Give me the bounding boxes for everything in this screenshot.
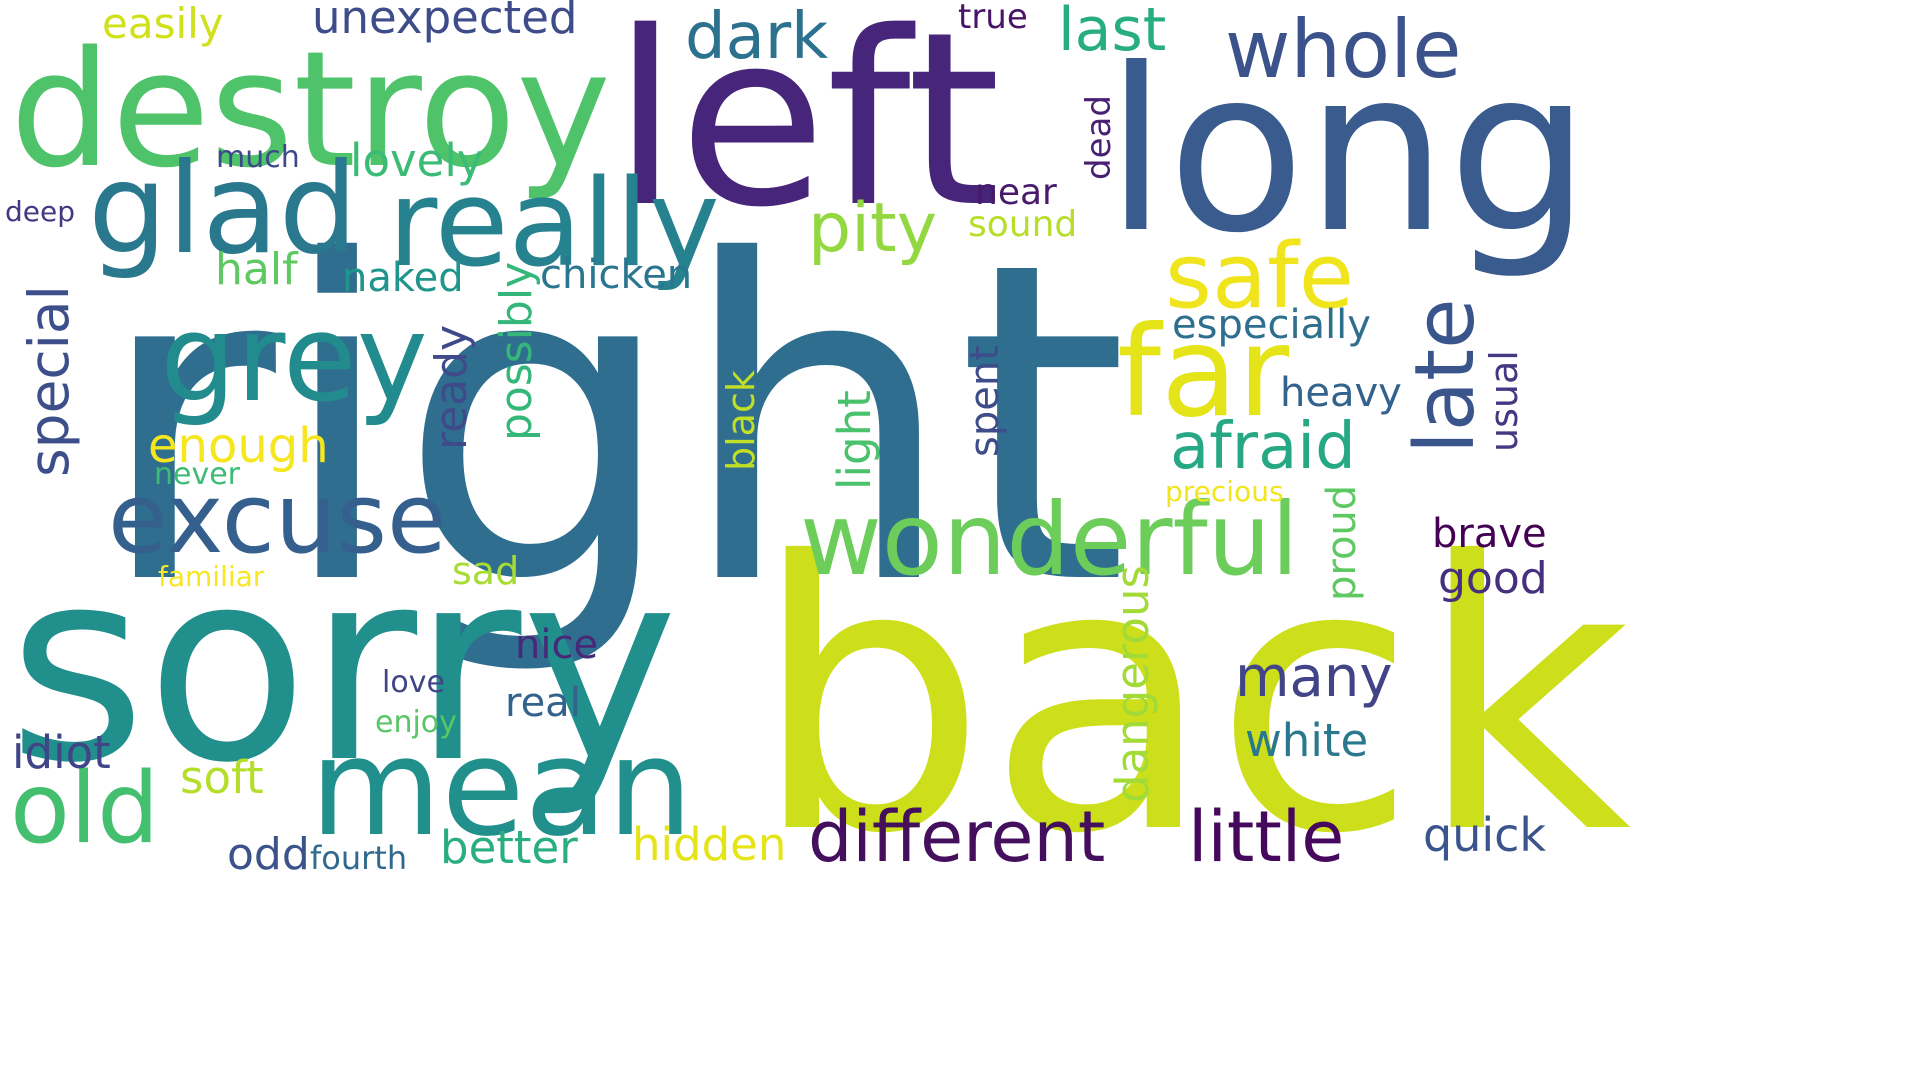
word-back: back xyxy=(752,485,1632,915)
word-late: late xyxy=(1398,298,1493,454)
word-hidden: hidden xyxy=(632,818,787,871)
word-easily: easily xyxy=(102,0,224,48)
word-old: old xyxy=(10,752,160,866)
word-little: little xyxy=(1188,796,1345,878)
word-far: far xyxy=(1117,300,1289,445)
word-real: real xyxy=(505,680,581,726)
word-near: near xyxy=(975,172,1057,213)
word-destroy: destroy xyxy=(10,16,611,203)
word-usual: usual xyxy=(1482,350,1526,452)
word-precious: precious xyxy=(1165,475,1284,508)
word-idiot: idiot xyxy=(12,726,111,779)
word-ready: ready xyxy=(426,324,477,450)
word-never: never xyxy=(154,457,241,492)
word-whole: whole xyxy=(1225,3,1462,96)
word-last: last xyxy=(1058,0,1167,65)
word-black: black xyxy=(719,370,763,471)
word-spent: spent xyxy=(962,345,1008,457)
word-long: long xyxy=(1105,21,1591,283)
word-better: better xyxy=(440,821,578,874)
word-safe: safe xyxy=(1165,224,1355,329)
word-afraid: afraid xyxy=(1170,410,1356,484)
word-odd: odd xyxy=(227,829,310,880)
word-naked: naked xyxy=(342,255,464,301)
word-right: right xyxy=(95,169,1129,681)
word-proud: proud xyxy=(1319,484,1365,601)
word-familiar: familiar xyxy=(158,560,265,593)
word-left: left xyxy=(612,0,1001,260)
word-dark: dark xyxy=(685,0,829,74)
word-pity: pity xyxy=(808,189,937,268)
word-brave: brave xyxy=(1432,511,1547,557)
word-different: different xyxy=(808,796,1106,878)
word-mean: mean xyxy=(310,709,693,866)
word-love: love xyxy=(382,665,445,700)
word-special: special xyxy=(17,285,81,477)
word-heavy: heavy xyxy=(1280,370,1402,416)
word-half: half xyxy=(215,244,298,295)
word-enough: enough xyxy=(148,418,329,474)
word-excuse: excuse xyxy=(108,462,447,575)
word-glad: glad xyxy=(88,137,359,282)
word-lovely: lovely xyxy=(350,134,484,187)
word-possibly: possibly xyxy=(491,261,542,441)
word-really: really xyxy=(388,155,720,294)
word-nice: nice xyxy=(515,622,599,668)
word-enjoy: enjoy xyxy=(375,705,457,740)
word-dead: dead xyxy=(1079,95,1119,180)
word-quick: quick xyxy=(1423,808,1547,862)
word-light: light xyxy=(828,390,881,490)
word-dangerous: dangerous xyxy=(1106,565,1159,803)
word-sorry: sorry xyxy=(8,513,679,821)
word-fourth: fourth xyxy=(310,839,408,877)
word-sad: sad xyxy=(452,549,520,593)
word-soft: soft xyxy=(180,751,264,804)
word-grey: grey xyxy=(160,290,428,429)
word-deep: deep xyxy=(5,195,75,228)
word-white: white xyxy=(1245,714,1369,767)
word-true: true xyxy=(958,0,1028,37)
word-much: much xyxy=(216,140,300,175)
word-good: good xyxy=(1438,553,1548,604)
word-wonderful: wonderful xyxy=(800,481,1299,598)
word-especially: especially xyxy=(1172,302,1371,348)
word-unexpected: unexpected xyxy=(312,0,578,44)
word-sound: sound xyxy=(968,204,1078,245)
word-many: many xyxy=(1235,645,1393,710)
word-chicken: chicken xyxy=(540,252,693,298)
